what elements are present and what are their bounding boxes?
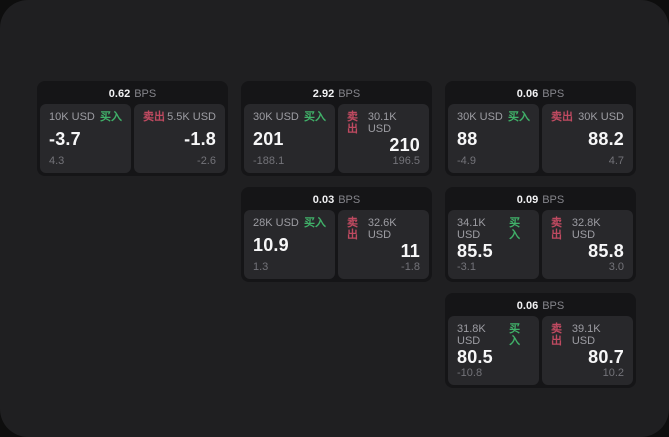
buy-panel[interactable]: 30K USD 买入 201 -188.1	[244, 104, 335, 173]
quote-card: 0.06 BPS 30K USD 买入 88 -4.9 卖出 30K USD 8…	[445, 81, 636, 176]
buy-notional: 10K USD	[49, 111, 95, 123]
buy-notional: 34.1K USD	[457, 217, 486, 241]
quote-card: 0.09 BPS 34.1K USD 买入 85.5 -3.1 卖出 32.8K…	[445, 187, 636, 282]
buy-side-label: 买入	[509, 323, 521, 347]
sell-panel[interactable]: 卖出 32.6K USD 11 -1.8	[338, 210, 429, 279]
bps-spread-header: 2.92 BPS	[244, 84, 429, 104]
sell-notional: 39.1K USD	[571, 323, 601, 347]
buy-notional: 30K USD	[457, 111, 503, 123]
sell-price: 85.8	[588, 240, 624, 261]
buy-price: 201	[253, 128, 284, 149]
sell-delta: 3.0	[608, 261, 624, 273]
sell-panel[interactable]: 卖出 5.5K USD -1.8 -2.6	[134, 104, 225, 173]
sell-panel[interactable]: 卖出 32.8K USD 85.8 3.0	[542, 210, 633, 279]
buy-delta: 4.3	[49, 155, 65, 167]
buy-delta: -4.9	[457, 155, 476, 167]
sell-price: 210	[389, 134, 420, 155]
quote-card: 0.03 BPS 28K USD 买入 10.9 1.3 卖出 32.6K US…	[241, 187, 432, 282]
buy-sell-panels: 34.1K USD 买入 85.5 -3.1 卖出 32.8K USD 85.8…	[448, 210, 633, 279]
buy-notional: 31.8K USD	[457, 323, 486, 347]
bps-spread-value: 0.06	[516, 88, 539, 100]
quote-cards-grid: 0.62 BPS 10K USD 买入 -3.7 4.3 卖出 5.5K USD…	[37, 81, 636, 388]
buy-delta: -3.1	[457, 261, 476, 273]
buy-price: 10.9	[253, 234, 289, 255]
bps-unit-label: BPS	[134, 88, 157, 100]
bps-spread-value: 0.62	[108, 88, 131, 100]
bps-spread-value: 0.06	[516, 300, 539, 312]
buy-notional: 30K USD	[253, 111, 299, 123]
sell-delta: -1.8	[401, 261, 420, 273]
sell-notional: 30K USD	[578, 111, 624, 123]
buy-panel[interactable]: 10K USD 买入 -3.7 4.3	[40, 104, 131, 173]
buy-delta: -10.8	[457, 367, 483, 379]
bps-unit-label: BPS	[542, 194, 565, 206]
bps-spread-header: 0.06 BPS	[448, 84, 633, 104]
buy-delta: -188.1	[253, 155, 285, 167]
sell-side-label: 卖出	[551, 217, 562, 241]
sell-panel[interactable]: 卖出 39.1K USD 80.7 10.2	[542, 316, 633, 385]
sell-delta: 10.2	[602, 367, 624, 379]
sell-panel[interactable]: 卖出 30K USD 88.2 4.7	[542, 104, 633, 173]
buy-side-label: 买入	[304, 217, 326, 229]
sell-notional: 32.6K USD	[367, 217, 397, 241]
buy-side-label: 买入	[508, 111, 530, 123]
buy-price: 85.5	[457, 240, 493, 261]
buy-price: -3.7	[49, 128, 81, 149]
sell-side-label: 卖出	[143, 111, 165, 123]
sell-side-label: 卖出	[347, 217, 358, 241]
buy-sell-panels: 31.8K USD 买入 80.5 -10.8 卖出 39.1K USD 80.…	[448, 316, 633, 385]
buy-panel[interactable]: 28K USD 买入 10.9 1.3	[244, 210, 335, 279]
buy-sell-panels: 30K USD 买入 88 -4.9 卖出 30K USD 88.2 4.7	[448, 104, 633, 173]
bps-spread-header: 0.03 BPS	[244, 190, 429, 210]
sell-side-label: 卖出	[347, 111, 358, 135]
sell-price: 88.2	[588, 128, 624, 149]
buy-side-label: 买入	[304, 111, 326, 123]
bps-spread-value: 2.92	[312, 88, 335, 100]
bps-spread-value: 0.09	[516, 194, 539, 206]
buy-side-label: 买入	[100, 111, 122, 123]
bps-unit-label: BPS	[542, 300, 565, 312]
sell-panel[interactable]: 卖出 30.1K USD 210 196.5	[338, 104, 429, 173]
sell-notional: 5.5K USD	[167, 111, 216, 123]
buy-sell-panels: 10K USD 买入 -3.7 4.3 卖出 5.5K USD -1.8 -2.…	[40, 104, 225, 173]
bps-spread-header: 0.09 BPS	[448, 190, 633, 210]
bps-unit-label: BPS	[338, 88, 361, 100]
buy-panel[interactable]: 34.1K USD 买入 85.5 -3.1	[448, 210, 539, 279]
sell-delta: 196.5	[392, 155, 420, 167]
bps-spread-value: 0.03	[312, 194, 335, 206]
sell-delta: 4.7	[608, 155, 624, 167]
sell-notional: 30.1K USD	[367, 111, 397, 135]
buy-price: 80.5	[457, 346, 493, 367]
bps-spread-header: 0.62 BPS	[40, 84, 225, 104]
quote-card: 0.06 BPS 31.8K USD 买入 80.5 -10.8 卖出 39.1…	[445, 293, 636, 388]
buy-sell-panels: 30K USD 买入 201 -188.1 卖出 30.1K USD 210 1…	[244, 104, 429, 173]
quote-card: 2.92 BPS 30K USD 买入 201 -188.1 卖出 30.1K …	[241, 81, 432, 176]
sell-price: 11	[400, 240, 420, 261]
buy-side-label: 买入	[509, 217, 521, 241]
buy-panel[interactable]: 31.8K USD 买入 80.5 -10.8	[448, 316, 539, 385]
sell-price: 80.7	[588, 346, 624, 367]
sell-notional: 32.8K USD	[571, 217, 601, 241]
buy-notional: 28K USD	[253, 217, 299, 229]
buy-sell-panels: 28K USD 买入 10.9 1.3 卖出 32.6K USD 11 -1.8	[244, 210, 429, 279]
bps-unit-label: BPS	[338, 194, 361, 206]
buy-price: 88	[457, 128, 478, 149]
sell-side-label: 卖出	[551, 111, 573, 123]
sell-delta: -2.6	[197, 155, 216, 167]
sell-side-label: 卖出	[551, 323, 562, 347]
bps-spread-header: 0.06 BPS	[448, 296, 633, 316]
sell-price: -1.8	[184, 128, 216, 149]
buy-panel[interactable]: 30K USD 买入 88 -4.9	[448, 104, 539, 173]
bps-unit-label: BPS	[542, 88, 565, 100]
quote-card: 0.62 BPS 10K USD 买入 -3.7 4.3 卖出 5.5K USD…	[37, 81, 228, 176]
buy-delta: 1.3	[253, 261, 269, 273]
